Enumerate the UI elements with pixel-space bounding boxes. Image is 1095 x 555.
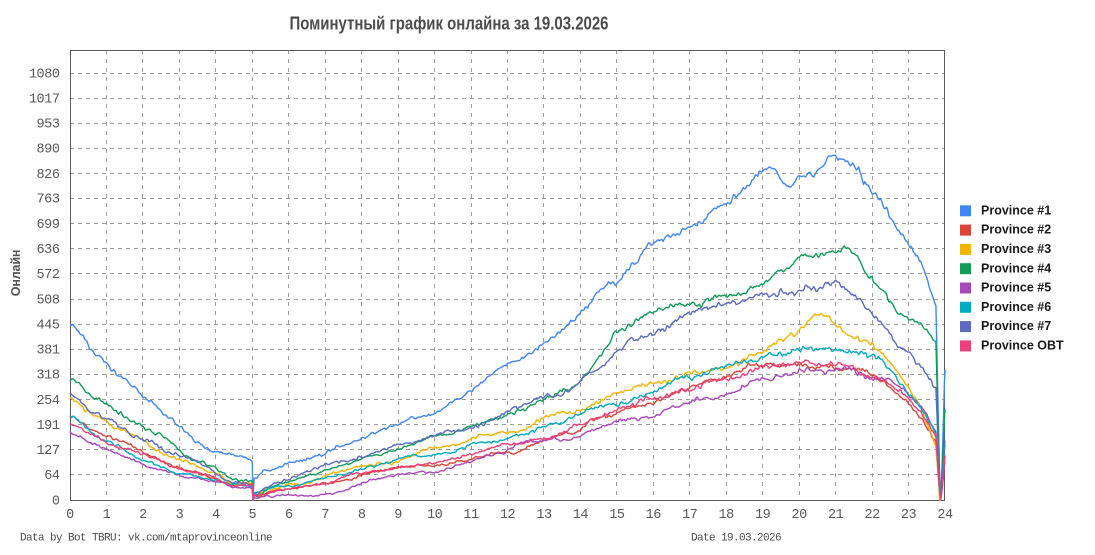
svg-text:18: 18 — [719, 508, 735, 523]
svg-text:13: 13 — [536, 508, 552, 523]
svg-text:4: 4 — [212, 508, 220, 523]
svg-text:636: 636 — [37, 243, 60, 258]
svg-text:699: 699 — [37, 218, 60, 233]
svg-text:11: 11 — [463, 508, 479, 523]
svg-text:15: 15 — [609, 508, 625, 523]
svg-text:3: 3 — [176, 508, 184, 523]
svg-text:Province #4: Province #4 — [981, 261, 1051, 275]
svg-text:20: 20 — [792, 508, 808, 523]
svg-text:8: 8 — [358, 508, 366, 523]
svg-text:16: 16 — [646, 508, 662, 523]
svg-text:22: 22 — [864, 508, 880, 523]
svg-text:318: 318 — [37, 369, 60, 384]
svg-text:Province #2: Province #2 — [981, 223, 1051, 237]
svg-text:763: 763 — [37, 193, 60, 208]
svg-text:19: 19 — [755, 508, 771, 523]
svg-text:64: 64 — [44, 469, 60, 484]
svg-text:Province OBT: Province OBT — [981, 339, 1064, 353]
svg-text:10: 10 — [427, 508, 443, 523]
svg-text:23: 23 — [901, 508, 917, 523]
svg-text:12: 12 — [500, 508, 516, 523]
svg-text:Data by Bot TBRU: vk.com/mtapr: Data by Bot TBRU: vk.com/mtaprovinceonli… — [20, 533, 272, 545]
svg-text:0: 0 — [66, 508, 74, 523]
svg-text:21: 21 — [828, 508, 844, 523]
svg-text:Province #5: Province #5 — [981, 281, 1051, 295]
svg-text:14: 14 — [573, 508, 589, 523]
svg-text:9: 9 — [394, 508, 402, 523]
svg-text:Province #6: Province #6 — [981, 300, 1051, 314]
svg-text:5: 5 — [248, 508, 256, 523]
svg-text:953: 953 — [37, 118, 60, 133]
svg-text:6: 6 — [285, 508, 293, 523]
svg-text:381: 381 — [37, 344, 60, 359]
svg-text:24: 24 — [937, 508, 953, 523]
svg-text:127: 127 — [37, 444, 60, 459]
svg-text:Province #1: Province #1 — [981, 203, 1051, 217]
svg-text:826: 826 — [37, 168, 60, 183]
svg-text:Онлайн: Онлайн — [9, 250, 23, 297]
svg-text:17: 17 — [682, 508, 698, 523]
svg-text:445: 445 — [37, 318, 60, 333]
svg-text:Province #7: Province #7 — [981, 319, 1051, 333]
svg-text:1: 1 — [103, 508, 111, 523]
svg-text:254: 254 — [37, 394, 60, 409]
svg-text:0: 0 — [52, 494, 60, 509]
svg-text:1080: 1080 — [29, 67, 60, 82]
svg-text:7: 7 — [321, 508, 329, 523]
svg-text:Поминутный график онлайна за 1: Поминутный график онлайна за 19.03.2026 — [290, 14, 609, 34]
svg-text:2: 2 — [139, 508, 147, 523]
svg-text:572: 572 — [37, 268, 60, 283]
svg-text:Date 19.03.2026: Date 19.03.2026 — [691, 533, 781, 545]
svg-text:191: 191 — [37, 419, 60, 434]
svg-text:1017: 1017 — [29, 92, 60, 107]
svg-text:508: 508 — [37, 294, 60, 309]
svg-text:Province #3: Province #3 — [981, 242, 1051, 256]
svg-text:890: 890 — [37, 143, 60, 158]
